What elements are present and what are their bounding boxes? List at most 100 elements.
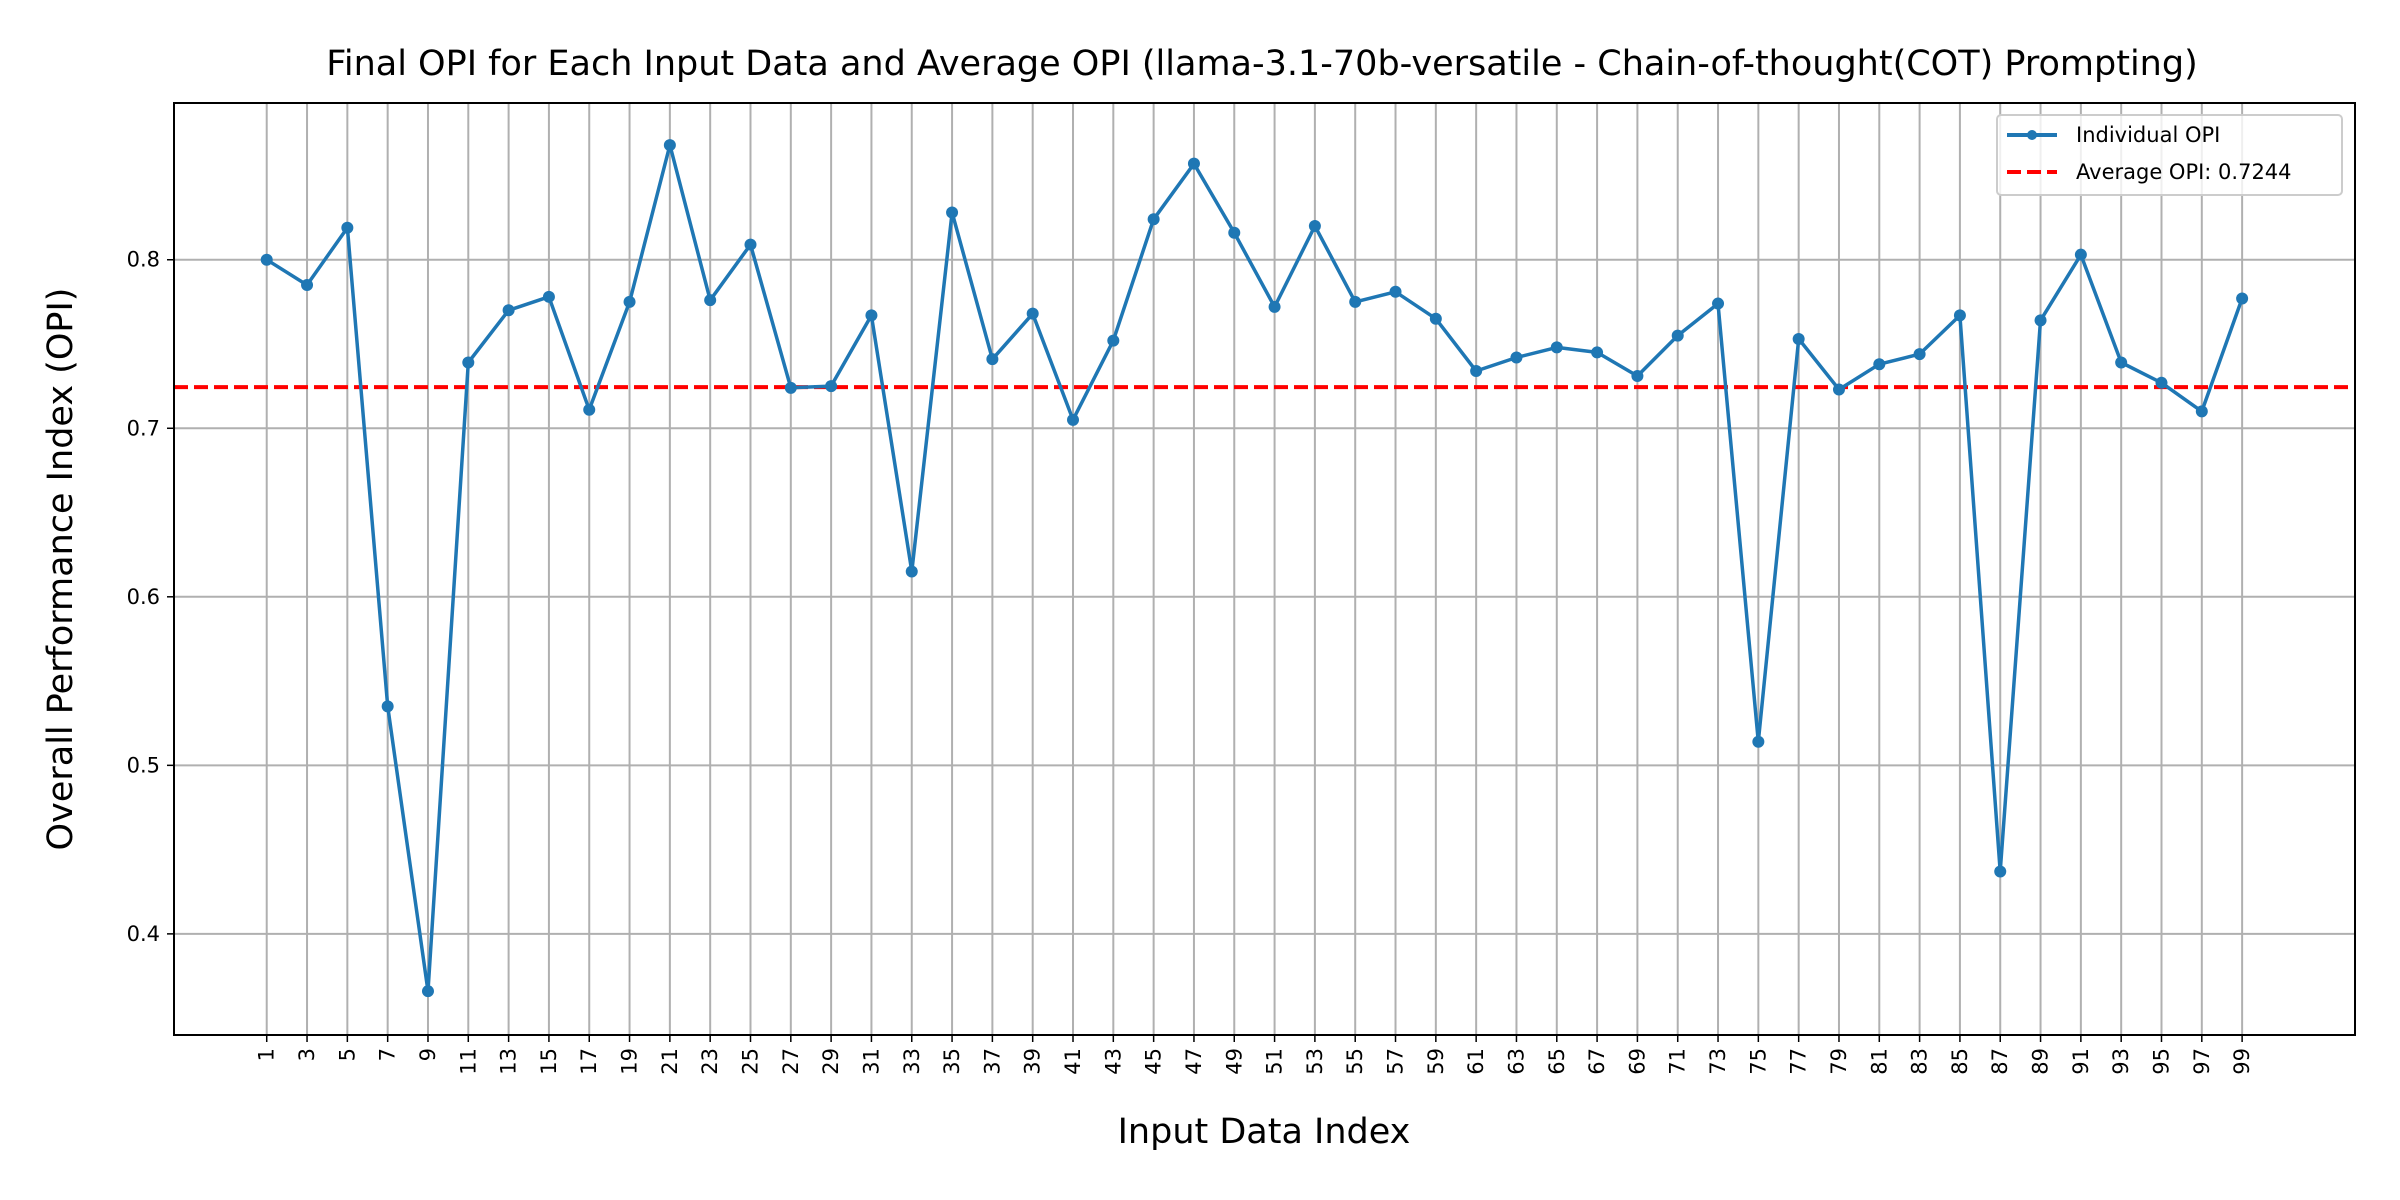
x-tick-label: 7	[376, 1048, 400, 1061]
data-point	[784, 381, 797, 394]
data-point	[825, 380, 838, 393]
data-point	[1550, 341, 1563, 354]
data-point	[1591, 346, 1604, 359]
x-tick-label: 35	[940, 1048, 964, 1075]
legend-box	[1996, 114, 2343, 196]
data-point	[1429, 312, 1442, 325]
x-tick-label: 41	[1061, 1048, 1085, 1075]
data-point	[1953, 309, 1966, 322]
data-point	[1228, 226, 1241, 239]
data-point	[1470, 364, 1483, 377]
x-tick-label: 57	[1384, 1048, 1408, 1075]
x-tick-label: 93	[2109, 1048, 2133, 1075]
x-tick-label: 25	[738, 1048, 762, 1075]
x-tick-label: 61	[1464, 1048, 1488, 1075]
data-point	[1107, 334, 1120, 347]
data-point	[1308, 220, 1321, 233]
data-point	[1026, 307, 1039, 320]
x-axis-ticks: 1 3 5 7 9 11 13 15 17 19 21 23 25 27 29 31 33 35 37 39 41 43 4…	[255, 1035, 2254, 1075]
data-point	[1510, 351, 1523, 364]
x-tick-label: 99	[2230, 1048, 2254, 1075]
x-tick-label: 83	[1908, 1048, 1932, 1075]
x-tick-label: 31	[859, 1048, 883, 1075]
data-point	[905, 565, 918, 578]
x-tick-label: 53	[1303, 1048, 1327, 1075]
data-point	[865, 309, 878, 322]
x-tick-label: 11	[456, 1048, 480, 1075]
x-tick-label: 69	[1625, 1048, 1649, 1075]
legend-label-average: Average OPI: 0.7244	[2076, 160, 2292, 184]
x-tick-label: 23	[698, 1048, 722, 1075]
x-tick-label: 51	[1263, 1048, 1287, 1075]
data-point	[2074, 248, 2087, 261]
data-point	[2236, 292, 2249, 305]
data-point	[1913, 348, 1926, 361]
x-tick-label: 29	[819, 1048, 843, 1075]
data-point	[502, 304, 515, 317]
data-point	[260, 253, 273, 266]
x-tick-label: 39	[1021, 1048, 1045, 1075]
x-tick-label: 47	[1182, 1048, 1206, 1075]
x-tick-label: 67	[1585, 1048, 1609, 1075]
y-tick-label: 0.7	[127, 416, 160, 440]
data-point	[946, 206, 959, 219]
x-tick-label: 15	[537, 1048, 561, 1075]
legend-marker-individual	[2027, 130, 2037, 140]
data-point	[1873, 358, 1886, 371]
x-tick-label: 65	[1545, 1048, 1569, 1075]
y-tick-label: 0.5	[127, 753, 160, 777]
x-tick-label: 55	[1343, 1048, 1367, 1075]
data-point	[1268, 300, 1281, 313]
data-point	[583, 403, 596, 416]
y-axis-ticks: 0.4 0.5 0.6 0.7 0.8	[127, 248, 174, 946]
y-tick-label: 0.8	[127, 248, 160, 272]
x-tick-label: 21	[658, 1048, 682, 1075]
data-point	[623, 295, 636, 308]
y-tick-label: 0.4	[127, 922, 160, 946]
x-tick-label: 59	[1424, 1048, 1448, 1075]
x-tick-label: 87	[1988, 1048, 2012, 1075]
x-tick-label: 63	[1504, 1048, 1528, 1075]
x-tick-label: 49	[1222, 1048, 1246, 1075]
y-axis-label: Overall Performance Index (OPI)	[41, 288, 81, 851]
x-tick-label: 73	[1706, 1048, 1730, 1075]
data-point	[301, 279, 314, 292]
x-tick-label: 97	[2190, 1048, 2214, 1075]
data-point	[1712, 297, 1725, 310]
x-tick-label: 91	[2069, 1048, 2093, 1075]
data-point	[1187, 157, 1200, 170]
plot-frame	[173, 102, 2356, 1036]
x-tick-label: 77	[1787, 1048, 1811, 1075]
y-tick-label: 0.6	[127, 585, 160, 609]
data-point	[421, 985, 434, 998]
x-tick-label: 95	[2149, 1048, 2173, 1075]
data-point	[2115, 356, 2128, 369]
data-point	[2195, 405, 2208, 418]
data-point	[663, 139, 676, 152]
data-point	[704, 294, 717, 307]
x-tick-label: 45	[1142, 1048, 1166, 1075]
data-point	[1389, 285, 1402, 298]
x-tick-label: 1	[255, 1048, 279, 1061]
data-point	[462, 356, 475, 369]
data-point	[1349, 295, 1362, 308]
x-axis-label: Input Data Index	[1118, 1112, 1411, 1152]
series-line-individual-opi	[265, 143, 2244, 993]
data-point	[341, 221, 354, 234]
x-tick-label: 3	[295, 1048, 319, 1061]
data-point	[2034, 314, 2047, 327]
x-tick-label: 27	[779, 1048, 803, 1075]
data-point	[1792, 332, 1805, 345]
data-point	[1832, 383, 1845, 396]
x-tick-label: 81	[1867, 1048, 1891, 1075]
x-tick-label: 5	[335, 1048, 359, 1061]
data-point	[986, 353, 999, 366]
data-point	[1067, 413, 1080, 426]
legend: Individual OPI Average OPI: 0.7244	[1996, 114, 2343, 196]
x-tick-label: 19	[618, 1048, 642, 1075]
data-point	[381, 700, 394, 713]
data-point	[1671, 329, 1684, 342]
data-point	[1994, 865, 2007, 878]
x-tick-label: 37	[980, 1048, 1004, 1075]
